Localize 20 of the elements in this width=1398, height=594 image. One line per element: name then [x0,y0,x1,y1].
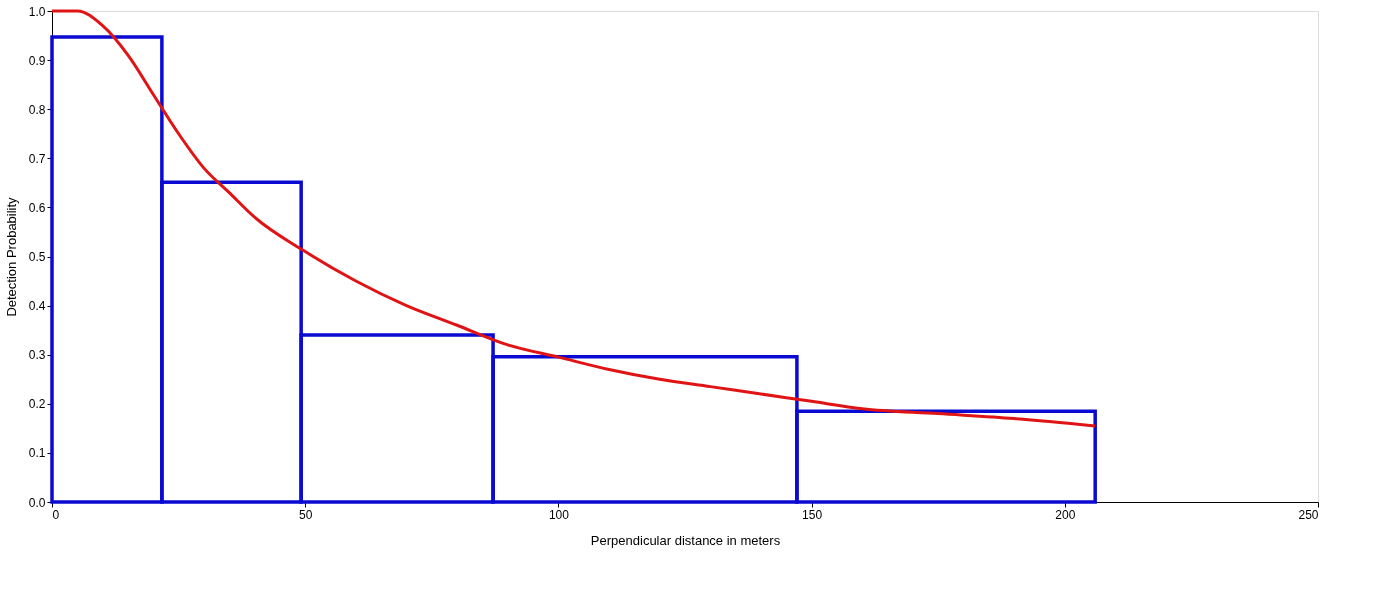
y-tick-label: 0.1 [28,446,46,461]
line-series [50,9,1097,428]
x-tick-label: 200 [1055,507,1076,522]
y-tick-label: 0.5 [28,250,46,264]
y-tick-label: 0.3 [28,348,46,363]
x-tick-label: 0 [52,507,60,522]
x-tick-label: 100 [548,507,570,522]
y-tick-label: 0.8 [28,102,46,117]
y-tick-label: 0.2 [28,397,46,412]
x-tick-label: 250 [1298,507,1319,522]
y-tick-label: 0.4 [28,299,46,314]
y-tick-label: 1.0 [28,4,46,19]
y-tick-label: 0.6 [28,200,46,215]
x-tick-label: 50 [299,507,313,522]
x-axis-title: Perpendicular distance in meters [590,532,781,548]
y-tick-label: 0.7 [28,151,46,166]
y-axis-title: Detection Probability [3,196,19,317]
y-tick-label: 0.0 [28,495,46,510]
x-tick-label: 150 [802,507,823,522]
y-tick-label: 0.9 [28,53,46,68]
